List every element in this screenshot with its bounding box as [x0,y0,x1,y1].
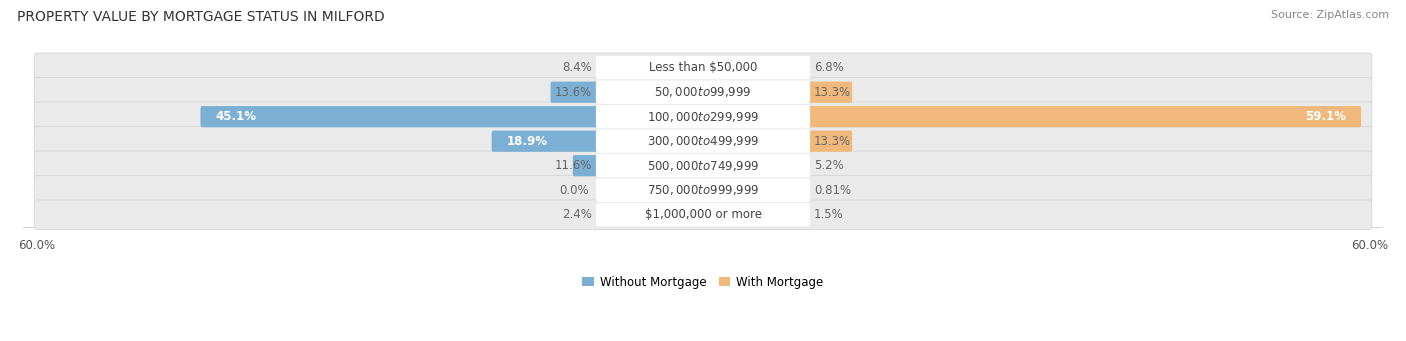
Text: Less than $50,000: Less than $50,000 [648,61,758,74]
FancyBboxPatch shape [702,180,713,201]
Text: 59.1%: 59.1% [1305,110,1347,123]
FancyBboxPatch shape [596,130,810,153]
FancyBboxPatch shape [34,53,1372,83]
FancyBboxPatch shape [702,155,762,176]
Text: $1,000,000 or more: $1,000,000 or more [644,208,762,221]
Legend: Without Mortgage, With Mortgage: Without Mortgage, With Mortgage [582,276,824,289]
FancyBboxPatch shape [609,57,704,78]
Text: 0.81%: 0.81% [814,184,851,197]
FancyBboxPatch shape [596,203,810,226]
Text: 13.6%: 13.6% [554,86,592,99]
FancyBboxPatch shape [34,176,1372,205]
FancyBboxPatch shape [702,131,852,152]
FancyBboxPatch shape [34,200,1372,229]
Text: $300,000 to $499,999: $300,000 to $499,999 [647,134,759,148]
Text: 0.0%: 0.0% [560,184,589,197]
FancyBboxPatch shape [34,151,1372,180]
Text: 6.8%: 6.8% [814,61,844,74]
Text: Source: ZipAtlas.com: Source: ZipAtlas.com [1271,10,1389,20]
Text: 2.4%: 2.4% [562,208,592,221]
Text: 8.4%: 8.4% [562,61,592,74]
FancyBboxPatch shape [34,77,1372,107]
Text: $50,000 to $99,999: $50,000 to $99,999 [654,85,752,99]
Text: 13.3%: 13.3% [814,135,851,148]
FancyBboxPatch shape [34,102,1372,131]
Text: PROPERTY VALUE BY MORTGAGE STATUS IN MILFORD: PROPERTY VALUE BY MORTGAGE STATUS IN MIL… [17,10,385,24]
FancyBboxPatch shape [201,106,704,127]
FancyBboxPatch shape [596,178,810,202]
FancyBboxPatch shape [702,81,852,103]
FancyBboxPatch shape [702,106,1361,127]
Text: 18.9%: 18.9% [506,135,547,148]
FancyBboxPatch shape [572,155,704,176]
FancyBboxPatch shape [551,81,704,103]
Text: 11.6%: 11.6% [554,159,592,172]
Text: $500,000 to $749,999: $500,000 to $749,999 [647,159,759,173]
Text: 1.5%: 1.5% [814,208,844,221]
FancyBboxPatch shape [596,105,810,129]
FancyBboxPatch shape [675,204,704,225]
FancyBboxPatch shape [596,56,810,79]
FancyBboxPatch shape [702,57,780,78]
FancyBboxPatch shape [492,131,704,152]
Text: $100,000 to $299,999: $100,000 to $299,999 [647,110,759,124]
FancyBboxPatch shape [702,204,721,225]
FancyBboxPatch shape [34,127,1372,156]
Text: $750,000 to $999,999: $750,000 to $999,999 [647,183,759,197]
FancyBboxPatch shape [596,154,810,177]
FancyBboxPatch shape [596,80,810,104]
Text: 5.2%: 5.2% [814,159,844,172]
Text: 13.3%: 13.3% [814,86,851,99]
Text: 45.1%: 45.1% [215,110,256,123]
